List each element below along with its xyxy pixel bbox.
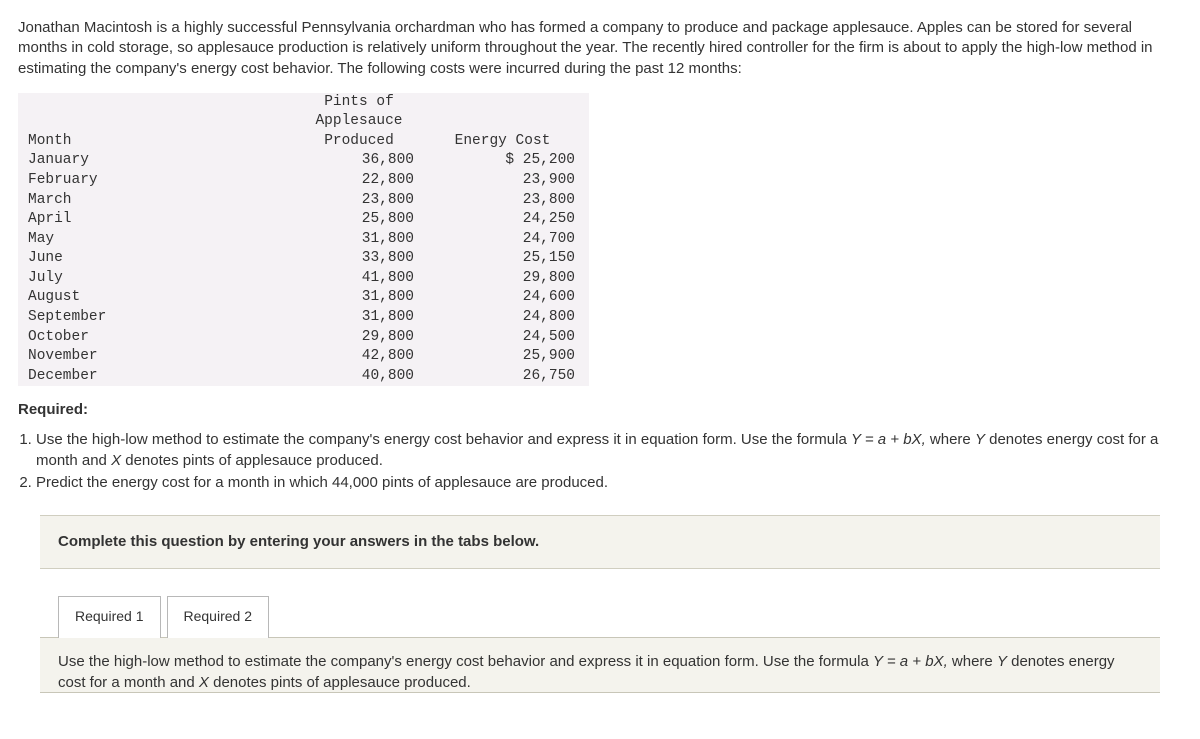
cell-pints: 31,800 [296, 230, 422, 250]
intro-paragraph: Jonathan Macintosh is a highly successfu… [18, 18, 1182, 79]
cell-pints: 41,800 [296, 269, 422, 289]
table-row: August31,80024,600 [18, 288, 589, 308]
cell-pints: 23,800 [296, 191, 422, 211]
cell-month: May [18, 230, 296, 250]
cell-pints: 29,800 [296, 328, 422, 348]
tab-required-1[interactable]: Required 1 [58, 596, 161, 638]
cell-pints: 22,800 [296, 171, 422, 191]
header-cost: Energy Cost [422, 93, 589, 152]
instruction-bar: Complete this question by entering your … [40, 515, 1160, 569]
tab-content: Use the high-low method to estimate the … [40, 637, 1160, 693]
cell-pints: 31,800 [296, 308, 422, 328]
table-row: March23,80023,800 [18, 191, 589, 211]
cell-cost: 24,500 [422, 328, 589, 348]
table-row: November42,80025,900 [18, 347, 589, 367]
cell-cost: $ 25,200 [422, 151, 589, 171]
cell-month: April [18, 210, 296, 230]
cell-cost: 23,800 [422, 191, 589, 211]
req1-var-y: Y [975, 431, 985, 448]
requirement-1: Use the high-low method to estimate the … [36, 430, 1182, 471]
cell-cost: 29,800 [422, 269, 589, 289]
cell-pints: 42,800 [296, 347, 422, 367]
cell-month: February [18, 171, 296, 191]
cell-cost: 24,800 [422, 308, 589, 328]
table-row: June33,80025,150 [18, 249, 589, 269]
cell-pints: 36,800 [296, 151, 422, 171]
cell-month: March [18, 191, 296, 211]
cell-cost: 24,600 [422, 288, 589, 308]
tab1-var-x: X [199, 674, 209, 691]
tab-required-2[interactable]: Required 2 [167, 596, 270, 638]
table-row: April25,80024,250 [18, 210, 589, 230]
data-table: Month Pints of Applesauce Produced Energ… [18, 93, 589, 386]
cell-cost: 25,900 [422, 347, 589, 367]
cell-pints: 31,800 [296, 288, 422, 308]
cell-pints: 40,800 [296, 367, 422, 387]
req1-var-x: X [111, 452, 121, 469]
cell-month: July [18, 269, 296, 289]
table-row: May31,80024,700 [18, 230, 589, 250]
requirements-list: Use the high-low method to estimate the … [22, 430, 1182, 493]
req1-text-a: Use the high-low method to estimate the … [36, 431, 851, 448]
cell-pints: 33,800 [296, 249, 422, 269]
req1-formula: Y = a + bX, [851, 431, 926, 448]
cell-month: August [18, 288, 296, 308]
cell-cost: 24,250 [422, 210, 589, 230]
cell-pints: 25,800 [296, 210, 422, 230]
cell-cost: 24,700 [422, 230, 589, 250]
tab1-formula: Y = a + bX, [873, 653, 948, 670]
requirement-2: Predict the energy cost for a month in w… [36, 473, 1182, 493]
cell-month: October [18, 328, 296, 348]
tabs-container: Required 1 Required 2 [58, 595, 1182, 637]
cell-month: January [18, 151, 296, 171]
req1-text-d: denotes pints of applesauce produced. [121, 452, 383, 469]
tab1-var-y: Y [997, 653, 1007, 670]
table-row: December40,80026,750 [18, 367, 589, 387]
header-pints: Pints of Applesauce Produced [296, 93, 422, 152]
tab1-text-b: where [948, 653, 997, 670]
cell-cost: 25,150 [422, 249, 589, 269]
req1-text-b: where [926, 431, 975, 448]
cell-month: September [18, 308, 296, 328]
tab1-text-d: denotes pints of applesauce produced. [209, 674, 471, 691]
cell-month: December [18, 367, 296, 387]
cell-cost: 26,750 [422, 367, 589, 387]
tab1-text-a: Use the high-low method to estimate the … [58, 653, 873, 670]
table-row: February22,80023,900 [18, 171, 589, 191]
header-month: Month [18, 93, 296, 152]
required-label: Required: [18, 400, 1182, 420]
table-row: July41,80029,800 [18, 269, 589, 289]
table-row: October29,80024,500 [18, 328, 589, 348]
cell-cost: 23,900 [422, 171, 589, 191]
cell-month: November [18, 347, 296, 367]
table-row: January36,800$ 25,200 [18, 151, 589, 171]
table-row: September31,80024,800 [18, 308, 589, 328]
cell-month: June [18, 249, 296, 269]
